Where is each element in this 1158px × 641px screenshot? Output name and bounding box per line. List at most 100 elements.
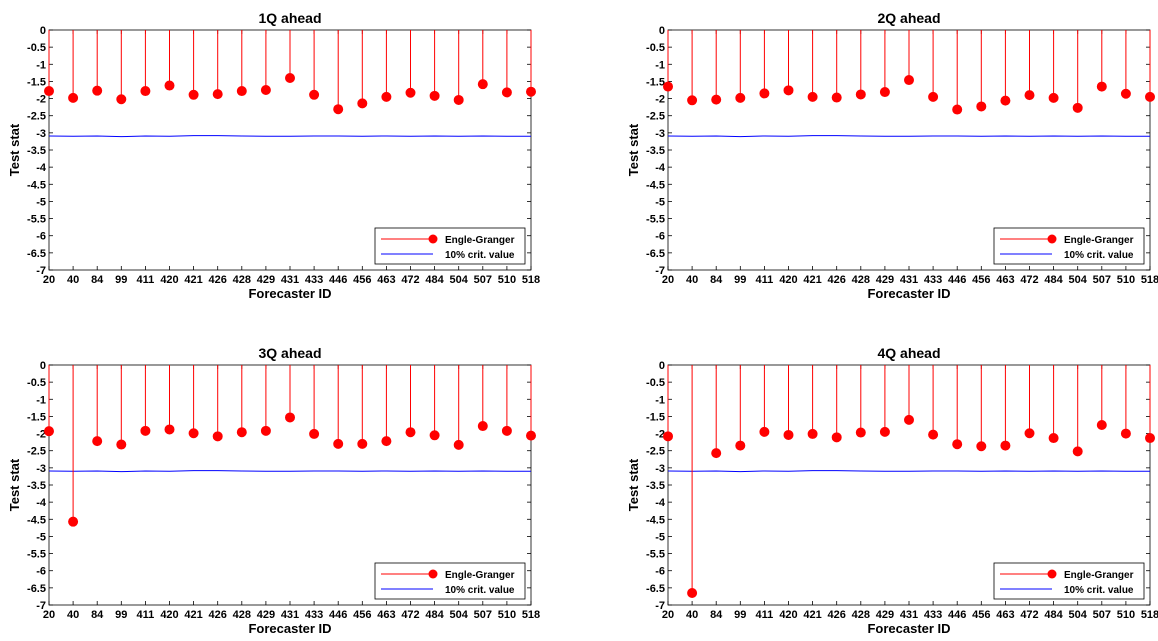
stem-marker <box>309 428 320 439</box>
legend-entry-crit-value: 10% crit. value <box>1064 250 1134 261</box>
stem-marker <box>429 90 440 101</box>
stem-marker <box>1024 90 1035 101</box>
stem-marker <box>92 436 103 447</box>
y-tick-label: -4 <box>655 162 666 174</box>
y-tick-label: -6.5 <box>646 248 665 260</box>
x-tick-label: 84 <box>710 609 723 621</box>
y-tick-label: -6 <box>655 566 665 578</box>
stem-marker <box>831 432 842 443</box>
stem-marker <box>807 428 818 439</box>
y-tick-label: -5.5 <box>27 549 46 561</box>
x-tick-label: 507 <box>474 609 492 621</box>
stem-marker <box>140 425 151 436</box>
legend-box <box>374 227 526 265</box>
y-tick-label: -6 <box>36 231 46 243</box>
legend-entry-engle-granger: Engle-Granger <box>445 570 515 581</box>
stem-marker <box>735 440 746 451</box>
y-tick-label: -4.5 <box>646 514 665 526</box>
x-tick-label: 429 <box>876 274 894 286</box>
y-tick-label: -2.5 <box>27 446 46 458</box>
stem-marker <box>663 431 673 442</box>
x-tick-label: 504 <box>450 274 469 286</box>
legend-marker-swatch <box>428 569 438 579</box>
x-axis-label: Forecaster ID <box>248 621 331 636</box>
crit-value-line <box>667 135 1150 138</box>
stem-marker <box>453 439 464 450</box>
stem-marker <box>928 91 939 102</box>
x-tick-label: 84 <box>91 274 104 286</box>
y-tick-label: -4 <box>36 162 47 174</box>
y-tick-label: -3.5 <box>646 145 665 157</box>
stem-marker <box>116 439 127 450</box>
panel-3: 3Q ahead 0 -0.5 -1 -1.5 -2 -2.5 -3 -3.5 -4 -4.5 -5 -… <box>7 345 540 636</box>
stem-marker <box>1120 88 1131 99</box>
y-tick-label: -1.5 <box>27 411 46 423</box>
legend: Engle-Granger 10% crit. value <box>993 562 1145 600</box>
x-tick-label: 446 <box>329 274 347 286</box>
x-tick-label: 518 <box>522 274 540 286</box>
stem-marker <box>164 80 175 91</box>
x-tick-label: 84 <box>710 274 723 286</box>
x-tick-label: 428 <box>233 609 251 621</box>
stem-marker <box>1048 433 1059 444</box>
x-tick-label: 431 <box>281 609 299 621</box>
y-tick-label: -1.5 <box>27 76 46 88</box>
y-tick-label: -3.5 <box>27 145 46 157</box>
y-tick-label: -4.5 <box>27 514 46 526</box>
x-tick-label: 420 <box>779 274 797 286</box>
x-tick-label: 484 <box>1044 274 1063 286</box>
stem-marker <box>1072 446 1083 457</box>
stem-marker <box>1145 91 1155 102</box>
x-tick-label: 426 <box>828 609 846 621</box>
y-tick-label: -0.5 <box>27 377 46 389</box>
stem-marker <box>429 430 440 441</box>
x-tick-label: 472 <box>401 274 419 286</box>
y-tick-label: -2 <box>655 94 665 106</box>
stem-marker <box>807 91 818 102</box>
stem-marker <box>783 85 794 96</box>
x-tick-label: 510 <box>498 609 516 621</box>
y-axis-label: Test stat <box>626 123 641 176</box>
x-tick-label: 421 <box>184 609 202 621</box>
y-tick-label: -5 <box>36 531 46 543</box>
stem-marker <box>1120 428 1131 439</box>
x-tick-label: 20 <box>662 274 674 286</box>
x-tick-label: 40 <box>67 609 79 621</box>
x-tick-label: 504 <box>450 609 469 621</box>
x-tick-label: 99 <box>734 609 746 621</box>
x-tick-label: 433 <box>305 609 323 621</box>
stem-marker <box>501 87 512 98</box>
stem-marker <box>405 427 416 438</box>
y-tick-label: -2.5 <box>646 446 665 458</box>
stem-marker <box>236 427 247 438</box>
x-tick-label: 20 <box>43 274 55 286</box>
x-tick-label: 504 <box>1069 609 1088 621</box>
y-tick-label: -1 <box>655 394 665 406</box>
stem-marker <box>212 89 223 100</box>
stem-marker <box>855 427 866 438</box>
y-tick-label: -0.5 <box>646 42 665 54</box>
stem-marker <box>212 431 223 442</box>
y-tick-label: -5.5 <box>646 549 665 561</box>
stem-marker <box>1096 420 1107 430</box>
x-tick-label: 428 <box>852 609 870 621</box>
x-tick-label: 411 <box>137 274 155 286</box>
chart-title: 3Q ahead <box>258 345 321 361</box>
y-axis-label: Test stat <box>7 458 22 511</box>
y-tick-label: -3 <box>655 128 665 140</box>
legend: Engle-Granger 10% crit. value <box>374 562 526 600</box>
chart-title: 2Q ahead <box>877 10 940 26</box>
legend-box <box>993 227 1145 265</box>
x-tick-label: 456 <box>353 274 371 286</box>
stem-marker <box>687 95 698 106</box>
x-tick-label: 99 <box>115 274 127 286</box>
legend-entry-crit-value: 10% crit. value <box>1064 585 1134 596</box>
y-tick-label: -2 <box>655 429 665 441</box>
stem-marker <box>687 588 698 598</box>
stem-marker <box>236 86 247 97</box>
stem-marker <box>501 425 512 436</box>
stem-marker <box>783 429 794 440</box>
stem-marker <box>188 428 199 439</box>
stem-marker <box>357 98 368 109</box>
